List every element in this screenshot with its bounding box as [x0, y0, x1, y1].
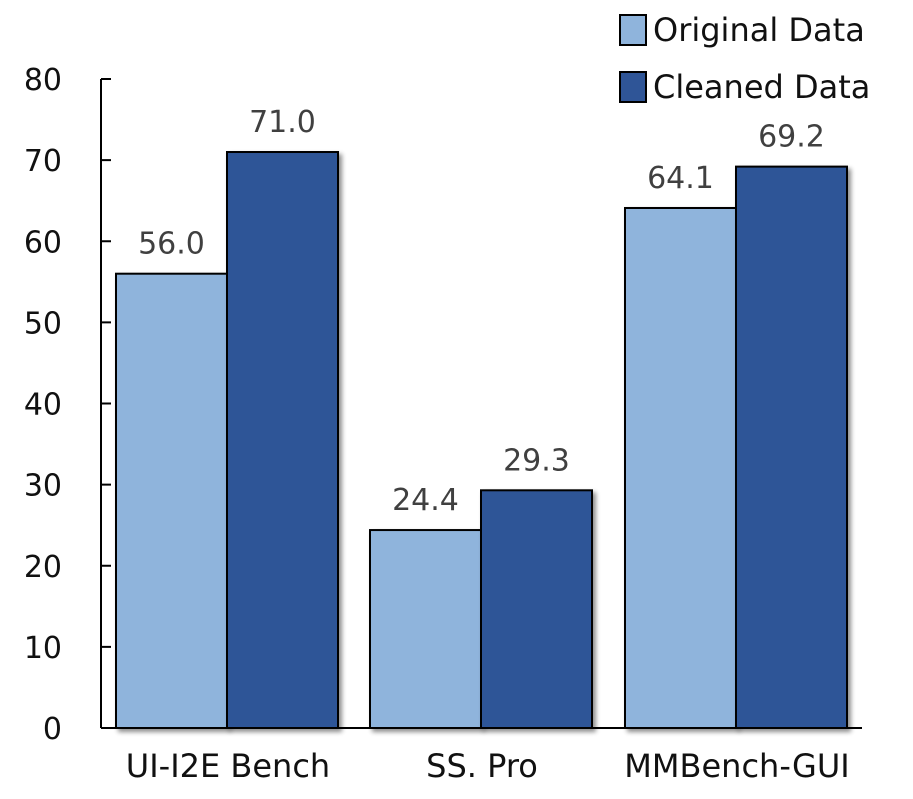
y-tick-label: 70	[24, 144, 62, 179]
legend-swatch	[619, 71, 647, 103]
bar-original-1	[369, 529, 482, 729]
bar-cleaned-0	[226, 151, 339, 729]
y-tick-label: 50	[24, 306, 62, 341]
y-tick-label: 0	[43, 712, 62, 747]
y-tick-label: 80	[24, 63, 62, 98]
data-label: 29.3	[503, 443, 570, 478]
y-tick-label: 10	[24, 631, 62, 666]
data-label: 56.0	[138, 227, 205, 262]
bar-cleaned-1	[480, 489, 593, 729]
data-labels-layer: 56.0 24.4 64.1 71.0 29.3 69.2	[138, 105, 825, 518]
data-label: 24.4	[392, 483, 459, 518]
x-category-label: UI-I2E Bench	[126, 747, 330, 785]
legend-swatch	[619, 14, 647, 46]
bars-layer	[115, 151, 848, 730]
bar-original-2	[624, 206, 737, 729]
data-label: 69.2	[758, 120, 825, 155]
x-category-label: MMBench-GUI	[624, 747, 849, 785]
axes: 0 10 20 30 40 50 60 70 80 UI-I2E Bench SS. Pro MMBe…	[24, 63, 862, 785]
legend-label: Cleaned Data	[653, 68, 870, 106]
legend-label: Original Data	[653, 11, 865, 49]
x-category-label: SS. Pro	[426, 747, 538, 785]
y-tick-label: 30	[24, 469, 62, 504]
data-label: 71.0	[249, 105, 316, 140]
data-label: 64.1	[647, 161, 714, 196]
bar-cleaned-2	[735, 165, 848, 730]
legend: Original Data Cleaned Data	[619, 11, 870, 106]
y-tick-label: 20	[24, 550, 62, 585]
y-tick-label: 40	[24, 388, 62, 423]
y-tick-label: 60	[24, 225, 62, 260]
bar-original-0	[115, 272, 228, 729]
